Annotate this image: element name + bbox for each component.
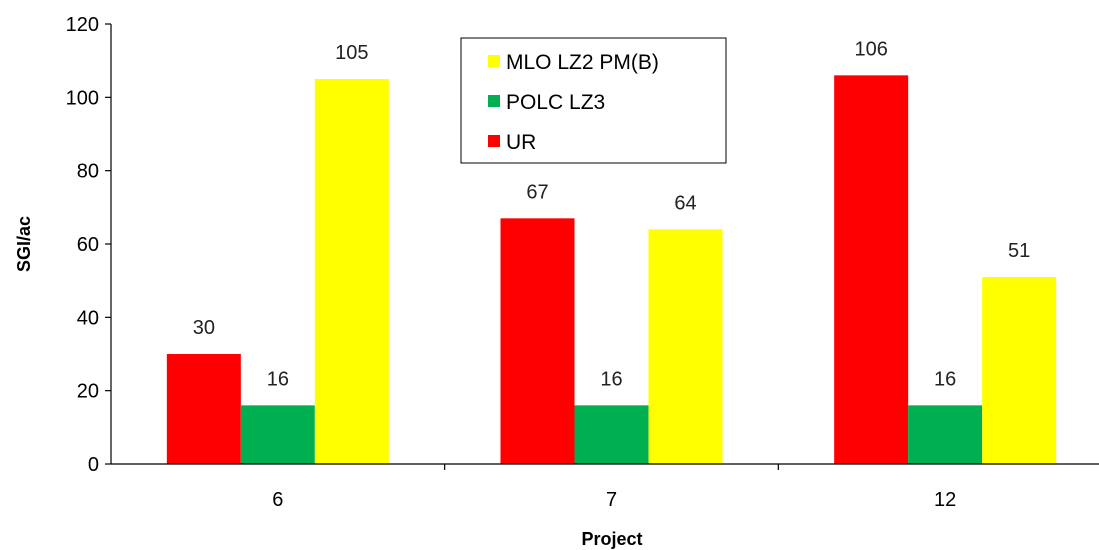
y-tick-label: 40 (77, 307, 99, 329)
bar (500, 218, 575, 464)
legend-label: POLC LZ3 (506, 91, 605, 114)
bar (834, 75, 909, 464)
x-ticks-group: 6 7 12 (272, 464, 956, 511)
y-tick-label: 60 (77, 234, 99, 256)
y-tick-label: 120 (66, 14, 99, 36)
bar (314, 79, 389, 464)
x-tick-label: 12 (934, 489, 956, 511)
legend-box (460, 37, 727, 164)
legend-swatch (488, 55, 500, 67)
data-label: 16 (600, 368, 622, 390)
data-label: 30 (193, 317, 215, 339)
bar (648, 229, 723, 464)
legend-label: MLO LZ2 PM(B) (506, 51, 659, 74)
bar (240, 405, 315, 464)
bar (908, 405, 983, 464)
x-tick-label: 6 (272, 489, 283, 511)
x-tick-label: 7 (606, 489, 617, 511)
y-tick-label: 80 (77, 161, 99, 183)
legend-swatch (488, 95, 500, 107)
x-axis-title: Project (581, 529, 642, 549)
bar (982, 277, 1057, 464)
data-label: 67 (526, 181, 548, 203)
y-tick-label: 20 (77, 381, 99, 403)
y-ticks-group: 0 20 40 60 80 100 120 (66, 14, 111, 476)
legend-swatch (488, 135, 500, 147)
y-axis-title: SGI/ac (14, 216, 34, 272)
data-label: 64 (674, 192, 696, 214)
data-label: 105 (335, 42, 368, 64)
bars-group (166, 75, 1057, 464)
bar (574, 405, 649, 464)
data-label: 16 (934, 368, 956, 390)
bar (166, 354, 241, 464)
data-label: 106 (854, 38, 887, 60)
data-label: 16 (267, 368, 289, 390)
legend-label: UR (506, 131, 536, 154)
data-labels-group: 30 16 105 67 16 64 106 16 51 (193, 38, 1031, 390)
legend: MLO LZ2 PM(B) POLC LZ3 UR (460, 37, 727, 164)
y-tick-label: 0 (88, 454, 99, 476)
y-tick-label: 100 (66, 87, 99, 109)
data-label: 51 (1008, 240, 1030, 262)
